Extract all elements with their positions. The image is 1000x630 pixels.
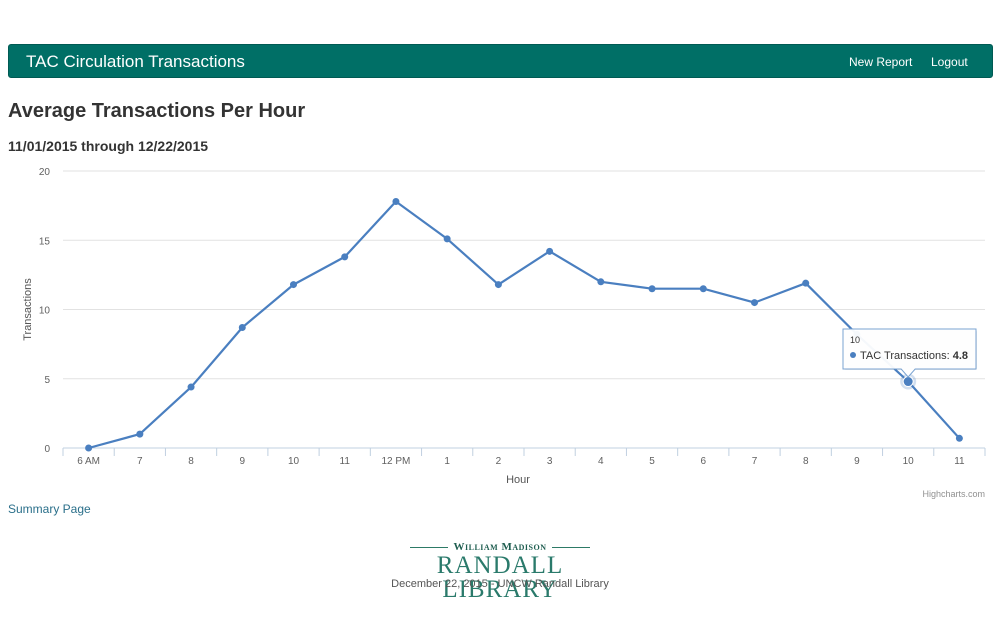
series-line bbox=[88, 200, 961, 450]
data-point bbox=[238, 324, 246, 332]
x-tick-label: 11 bbox=[340, 456, 351, 467]
page-title: Average Transactions Per Hour bbox=[8, 100, 306, 122]
x-tick-label: 9 bbox=[854, 456, 860, 467]
data-point bbox=[494, 281, 502, 289]
x-tick-label: 7 bbox=[752, 456, 758, 467]
tooltip-category: 10 bbox=[850, 335, 860, 345]
data-point bbox=[699, 285, 707, 293]
logo-rule-left bbox=[409, 546, 448, 548]
new-report-link[interactable]: New Report bbox=[849, 55, 913, 69]
x-tick-label: 4 bbox=[598, 456, 604, 467]
x-tick-label: 9 bbox=[239, 456, 245, 467]
y-tick-label: 10 bbox=[39, 306, 51, 317]
x-tick-label: 12 PM bbox=[381, 456, 410, 467]
data-point bbox=[290, 281, 297, 289]
x-axis-title: Hour bbox=[506, 474, 530, 486]
logo-top-line: William Madison bbox=[390, 541, 610, 553]
logo-top-text: William Madison bbox=[453, 541, 547, 553]
data-point bbox=[955, 434, 963, 442]
y-tick-label: 20 bbox=[39, 167, 51, 178]
x-tick-label: 8 bbox=[188, 456, 194, 467]
x-tick-label: 1 bbox=[444, 456, 450, 467]
data-point bbox=[392, 197, 400, 205]
transactions-line-chart[interactable]: 0 5 10 15 20 6 AM 7 8 9 10 11 12 PM 1 2 3 4 5 6 7 8 9 10 11 Hou… bbox=[0, 160, 1000, 500]
y-tick-label: 15 bbox=[39, 236, 51, 247]
y-tick-label: 0 bbox=[44, 444, 50, 455]
tooltip-series-marker bbox=[850, 352, 856, 358]
x-tick-label: 7 bbox=[137, 456, 143, 467]
navbar-brand[interactable]: TAC Circulation Transactions bbox=[26, 52, 245, 71]
data-point bbox=[751, 299, 758, 307]
data-point-hovered bbox=[902, 376, 914, 388]
logo-rule-right bbox=[552, 546, 591, 548]
data-point bbox=[648, 285, 656, 293]
logo-main-text: RANDALL LIBRARY bbox=[436, 552, 564, 603]
x-tick-label: 11 bbox=[954, 456, 965, 467]
summary-page-link[interactable]: Summary Page bbox=[8, 502, 91, 516]
x-tick-label: 10 bbox=[903, 456, 915, 467]
data-point bbox=[802, 279, 810, 287]
date-range: 11/01/2015 through 12/22/2015 bbox=[8, 138, 209, 154]
x-tick-label: 8 bbox=[803, 456, 809, 467]
x-tick-label: 6 bbox=[700, 456, 706, 467]
x-tick-label: 3 bbox=[547, 456, 553, 467]
data-point bbox=[443, 235, 451, 243]
logout-link[interactable]: Logout bbox=[931, 55, 968, 69]
chart-credits: Highcharts.com bbox=[922, 489, 985, 499]
randall-library-logo: William Madison RANDALL LIBRARY bbox=[390, 541, 610, 602]
tooltip-series-text: TAC Transactions: 4.8 bbox=[860, 350, 968, 362]
tooltip-box bbox=[842, 328, 977, 378]
x-tick-label: 5 bbox=[649, 456, 655, 467]
data-point bbox=[85, 444, 93, 452]
y-axis-title: Transactions bbox=[22, 278, 34, 341]
x-tick-label: 6 AM bbox=[77, 456, 100, 467]
x-tick-label: 10 bbox=[288, 456, 300, 467]
y-tick-label: 5 bbox=[44, 375, 50, 386]
data-point bbox=[341, 253, 349, 261]
data-point bbox=[187, 383, 195, 391]
x-tick-label: 2 bbox=[496, 456, 502, 467]
data-point bbox=[546, 247, 554, 255]
navbar: TAC Circulation Transactions New Report … bbox=[8, 44, 993, 78]
footer-text: December 22, 2015 - UNCW Randall Library bbox=[391, 578, 609, 590]
data-point bbox=[597, 278, 605, 286]
data-point bbox=[136, 430, 144, 438]
